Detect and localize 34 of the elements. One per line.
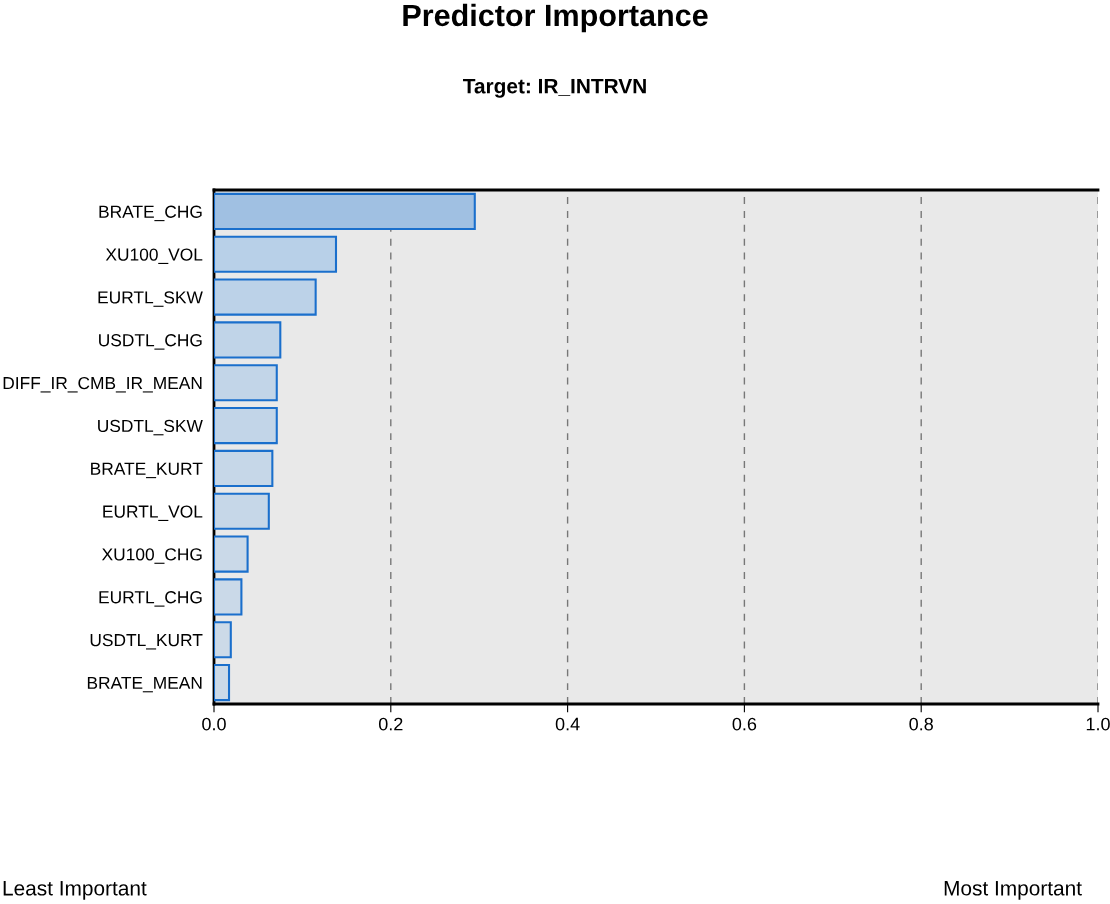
y-tick-label: XU100_CHG [101, 548, 202, 564]
x-tick-label: 1.0 [1086, 717, 1110, 731]
bar [214, 364, 278, 402]
x-tick-label: 0.6 [732, 717, 757, 731]
x-tick-label: 0.2 [378, 717, 403, 731]
y-tick-label: BRATE_CHG [99, 205, 202, 222]
y-tick-label: DIFF_IR_CMB_IR_MEAN [3, 376, 202, 393]
y-tick-label: EURTL_CHG [99, 591, 202, 607]
bar [214, 192, 476, 231]
y-tick-label: EURTL_SKW [98, 291, 203, 307]
bar [214, 406, 278, 445]
x-tick-label: 0.8 [909, 717, 933, 731]
y-tick-label: BRATE_KURT [91, 462, 203, 479]
bar [214, 621, 232, 659]
chart-subtitle: Target: IR_INTRVN [463, 78, 646, 98]
y-tick-label: BRATE_MEAN [87, 676, 202, 693]
y-tick-label: USDTL_SKW [98, 419, 203, 436]
text: Most Important [944, 881, 1082, 900]
bar [214, 663, 231, 702]
x-tick-label: 0.4 [555, 717, 580, 731]
bar [214, 449, 274, 488]
y-tick-label: EURTL_VOL [103, 505, 203, 521]
text: Least Important [3, 881, 147, 900]
bar [214, 278, 317, 316]
bar [214, 492, 270, 530]
x-tick-label: 0.0 [202, 717, 226, 731]
y-tick-label: USDTL_KURT [90, 633, 203, 650]
bar [214, 578, 243, 616]
y-tick-label: USDTL_CHG [99, 334, 202, 350]
bar [214, 535, 249, 573]
bar [214, 235, 338, 273]
chart-title: Predictor Importance [403, 3, 708, 33]
y-tick-label: XU100_VOL [105, 248, 203, 264]
bar [214, 321, 282, 359]
